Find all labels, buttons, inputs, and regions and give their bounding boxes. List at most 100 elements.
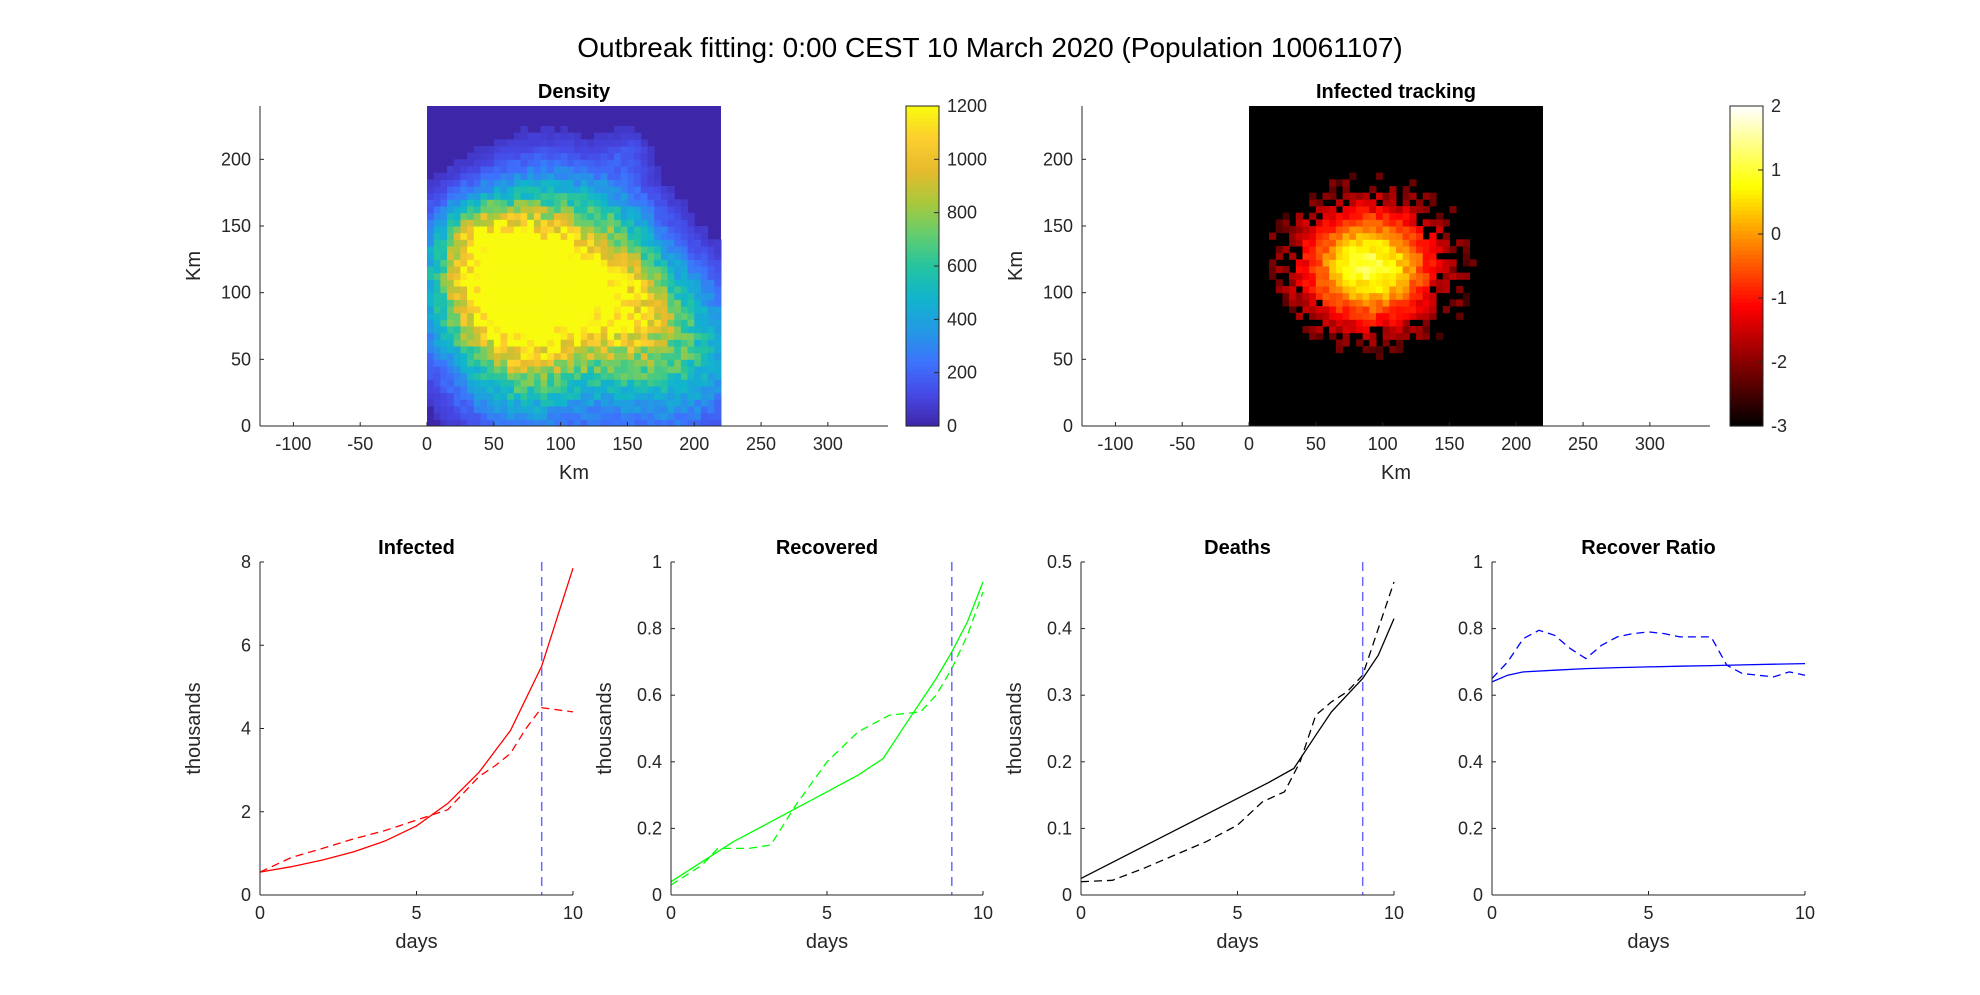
density-cell	[694, 399, 702, 407]
density-cell	[640, 399, 648, 407]
density-cell	[580, 246, 588, 254]
density-cell	[634, 372, 642, 380]
infected-y-tick-label: 0	[241, 885, 251, 905]
density-cell	[640, 146, 648, 154]
recovered-series-solid	[670, 581, 984, 883]
density-cell	[500, 386, 508, 394]
density-cell	[640, 172, 648, 180]
density-cell	[453, 272, 461, 280]
infected-xlabel: days	[395, 931, 437, 953]
tracking-cell	[1309, 266, 1317, 274]
density-cell	[607, 299, 615, 307]
density-cell	[533, 146, 542, 154]
tracking-cell	[1309, 272, 1317, 280]
density-cell	[493, 366, 502, 374]
density-cell	[427, 299, 435, 307]
density-cell	[647, 366, 655, 374]
density-colorbar-swatch	[906, 302, 939, 307]
deaths-y-tick-label: 0.1	[1047, 818, 1072, 838]
tracking-cell	[1322, 292, 1330, 300]
density-cell	[627, 379, 635, 387]
tracking-cell	[1369, 299, 1377, 307]
density-cell	[440, 379, 448, 387]
recovered-title: Recovered	[776, 537, 878, 559]
density-cell	[447, 212, 455, 220]
density-cell	[614, 266, 622, 274]
density-cell	[607, 219, 615, 227]
density-cell	[473, 392, 481, 400]
density-cell	[580, 206, 588, 214]
tracking-cell	[1409, 286, 1417, 294]
density-cell	[500, 279, 508, 287]
density-cell	[694, 292, 702, 300]
density-cell	[634, 326, 642, 334]
recover-ratio-y-tick-label: 0	[1473, 885, 1483, 905]
density-cell	[527, 212, 535, 220]
density-cell	[447, 392, 455, 400]
density-cell	[447, 372, 455, 380]
tracking-cell	[1396, 252, 1404, 260]
density-cell	[467, 186, 475, 194]
density-cell	[667, 299, 675, 307]
density-cell	[600, 206, 608, 214]
density-cell	[480, 332, 488, 340]
density-cell	[473, 232, 481, 240]
density-colorbar-swatch	[906, 306, 939, 311]
density-cell	[520, 346, 528, 354]
density-cell	[447, 419, 455, 427]
density-cell	[433, 266, 441, 274]
density-cell	[480, 266, 488, 274]
tracking-cell	[1302, 246, 1310, 254]
density-ylabel: Km	[183, 251, 205, 281]
density-cell	[467, 346, 475, 354]
density-cell	[493, 392, 502, 400]
density-cell	[453, 179, 461, 187]
tracking-cell	[1322, 212, 1330, 220]
density-cell	[587, 139, 595, 147]
density-cell	[500, 219, 508, 227]
density-cell	[614, 352, 622, 360]
density-cell	[513, 299, 522, 307]
density-cell	[493, 152, 502, 160]
density-cell	[607, 212, 615, 220]
density-cell	[674, 346, 682, 354]
density-cell	[647, 312, 655, 320]
tracking-cell	[1282, 246, 1290, 254]
density-cell	[574, 352, 582, 360]
density-cell	[560, 406, 568, 414]
density-cell	[500, 139, 508, 147]
density-cell	[453, 406, 461, 414]
density-cell	[520, 226, 528, 234]
tracking-cell	[1349, 312, 1357, 320]
density-cell	[707, 352, 715, 360]
density-cell	[440, 299, 448, 307]
density-cell	[660, 252, 669, 260]
density-cell	[480, 226, 488, 234]
density-cell	[440, 259, 448, 267]
density-cell	[460, 226, 468, 234]
tracking-colorbar-swatch	[1730, 122, 1763, 127]
tracking-colorbar-swatch	[1730, 254, 1763, 259]
density-cell	[654, 306, 662, 314]
density-cell	[507, 346, 515, 354]
density-cell	[627, 206, 635, 214]
density-cell	[600, 266, 608, 274]
density-cell	[527, 286, 535, 294]
density-cell	[714, 379, 722, 387]
density-cell	[674, 286, 682, 294]
density-cell	[580, 252, 588, 260]
tracking-cell	[1362, 199, 1370, 207]
density-cell	[560, 192, 568, 200]
density-cell	[640, 206, 648, 214]
density-cell	[694, 252, 702, 260]
density-cell	[647, 232, 655, 240]
density-cell	[440, 206, 448, 214]
density-cell	[447, 292, 455, 300]
density-cell	[540, 212, 548, 220]
density-cell	[654, 419, 662, 427]
density-cell	[594, 312, 602, 320]
tracking-cell	[1409, 219, 1417, 227]
density-cell	[700, 372, 709, 380]
density-cell	[447, 306, 455, 314]
density-cell	[440, 246, 448, 254]
